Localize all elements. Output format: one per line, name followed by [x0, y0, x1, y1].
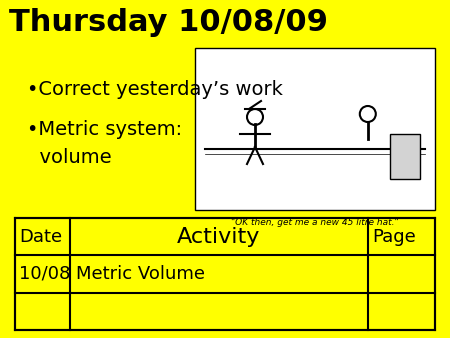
Text: Thursday 10/08/09: Thursday 10/08/09	[9, 8, 328, 37]
Text: Activity: Activity	[177, 227, 261, 247]
Text: Page: Page	[372, 228, 415, 246]
Text: "OK then, get me a new 45 litre hat.": "OK then, get me a new 45 litre hat."	[231, 218, 399, 227]
Text: •Correct yesterday’s work: •Correct yesterday’s work	[27, 80, 283, 99]
Text: 10/08: 10/08	[19, 265, 70, 283]
Text: volume: volume	[27, 148, 112, 167]
Text: Date: Date	[19, 228, 62, 246]
Text: Metric Volume: Metric Volume	[76, 265, 205, 283]
Bar	[195, 48, 435, 210]
Bar	[15, 218, 435, 330]
Bar	[390, 134, 420, 179]
Text: •Metric system:: •Metric system:	[27, 120, 182, 139]
